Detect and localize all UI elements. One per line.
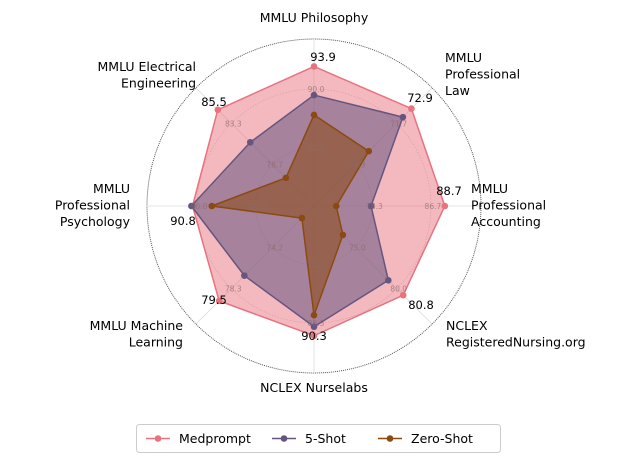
axis-label: NCLEX RegisteredNursing.org — [446, 318, 586, 350]
legend-label: Medprompt — [179, 431, 251, 446]
value-label: 80.8 — [408, 298, 434, 312]
data-point — [339, 231, 347, 239]
tick-label: 90.0 — [308, 85, 325, 94]
axis-label-line: Professional — [471, 198, 546, 213]
data-point — [310, 63, 318, 70]
axis-label-line: MMLU Machine — [90, 318, 184, 333]
tick-label: 90.0 — [191, 202, 208, 211]
data-point — [298, 214, 306, 222]
data-point — [365, 147, 373, 155]
data-point — [310, 311, 318, 319]
legend-marker — [386, 435, 394, 442]
tick-label: 88.3 — [308, 319, 325, 328]
axis-label-line: Learning — [129, 335, 183, 350]
data-point — [282, 174, 290, 182]
legend-label: Zero-Shot — [411, 431, 473, 446]
axis-label: MMLU Machine Learning — [90, 318, 184, 350]
data-point — [214, 106, 222, 114]
axis-label-line: MMLU — [445, 50, 482, 65]
axis-label: MMLU Electrical Engineering — [98, 59, 197, 91]
data-point — [441, 202, 449, 210]
tick-label: 74.2 — [266, 243, 283, 252]
axis-label-line: Accounting — [471, 214, 541, 229]
axis-label-line: Psychology — [60, 214, 131, 229]
data-point — [208, 202, 216, 210]
axis-label: MMLU Professional Psychology — [55, 181, 131, 229]
legend-box — [136, 424, 501, 453]
legend-marker — [280, 435, 288, 442]
data-point — [332, 202, 340, 210]
value-label: 79.5 — [201, 293, 227, 307]
data-point — [215, 297, 223, 305]
data-point — [399, 113, 407, 121]
axis-label-line: NCLEX — [446, 318, 488, 333]
value-label: 88.7 — [436, 184, 462, 198]
data-point — [188, 202, 195, 210]
series-zero-shot — [208, 111, 373, 319]
value-label: 72.9 — [407, 91, 433, 105]
axis-label: NCLEX Nurselabs — [260, 380, 368, 395]
tick-label: 80.0 — [390, 285, 407, 294]
data-point — [246, 138, 254, 146]
tick-label: 75.0 — [349, 243, 366, 252]
tick-label: 78.3 — [225, 285, 242, 294]
tick-label: 71.7 — [390, 119, 407, 128]
data-point — [385, 277, 392, 284]
axis-label-line: MMLU — [93, 181, 130, 196]
data-point — [310, 332, 318, 340]
data-point — [399, 291, 407, 299]
tick-label: 83.3 — [225, 119, 242, 128]
data-point — [310, 111, 318, 119]
tick-label: 86.7 — [425, 202, 442, 211]
legend: Medprompt 5-Shot Zero-Shot — [136, 424, 501, 453]
axis-label-line: Engineering — [121, 76, 196, 91]
data-point — [310, 323, 318, 331]
axis-label-line: RegisteredNursing.org — [446, 335, 586, 350]
axis-label-line: MMLU Electrical — [98, 59, 197, 74]
data-point — [408, 105, 415, 112]
axis-label: MMLU Professional Law — [445, 50, 520, 98]
axis-label: MMLU Professional Accounting — [471, 181, 546, 229]
data-point — [310, 91, 318, 99]
tick-label: 80.0 — [308, 144, 325, 153]
tick-label: 68.3 — [349, 161, 366, 170]
legend-label: 5-Shot — [305, 431, 346, 446]
data-point — [367, 202, 375, 210]
data-point — [241, 272, 248, 279]
value-label: 85.5 — [201, 95, 227, 109]
value-label: 90.8 — [170, 214, 196, 228]
tick-label: 80.0 — [249, 202, 266, 211]
axis-label-line: Law — [445, 83, 470, 98]
value-label: 93.9 — [310, 50, 336, 64]
axis-label-line: MMLU Philosophy — [260, 10, 369, 25]
axis-label-line: NCLEX Nurselabs — [260, 380, 368, 395]
axis-label-line: Professional — [55, 198, 130, 213]
tick-label: 76.7 — [266, 161, 283, 170]
axis-label-line: Professional — [445, 67, 520, 82]
axis-label-line: MMLU — [471, 181, 508, 196]
tick-label: 79.2 — [308, 260, 325, 269]
tick-label: 78.3 — [366, 202, 383, 211]
legend-marker — [154, 435, 162, 442]
axis-label: MMLU Philosophy — [260, 10, 369, 25]
value-label: 90.3 — [301, 329, 327, 343]
